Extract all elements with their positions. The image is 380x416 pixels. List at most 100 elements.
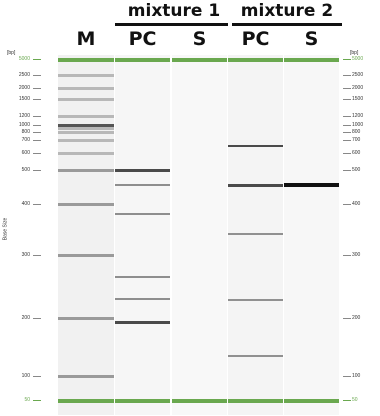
tick-mark-right [343, 153, 351, 154]
axis-unit-right: [bp] [350, 50, 359, 56]
tick-label-left: 400 [21, 200, 30, 207]
tick-label-right: 800 [352, 128, 361, 135]
tick-mark-left [33, 400, 41, 401]
band [228, 399, 283, 403]
tick-label-right: 300 [352, 251, 361, 258]
tick-mark-right [343, 140, 351, 141]
tick-label-right: 5000 [352, 55, 364, 62]
tick-mark-left [33, 255, 41, 256]
band [115, 58, 170, 62]
tick-mark-left [33, 116, 41, 117]
tick-mark-right [343, 255, 351, 256]
tick-label-right: 2500 [352, 71, 364, 78]
band [58, 253, 114, 257]
band [284, 183, 339, 187]
tick-mark-right [343, 125, 351, 126]
band [228, 299, 283, 301]
band [115, 320, 170, 324]
tick-label-left: 2000 [18, 84, 30, 91]
tick-label-left: 1500 [18, 95, 30, 102]
tick-label-left: 2500 [18, 71, 30, 78]
tick-mark-left [33, 140, 41, 141]
band [115, 276, 170, 278]
group-label-mixture-1: mixture 1 [127, 1, 221, 21]
tick-label-right: 2000 [352, 84, 364, 91]
group-underline-mixture-2 [232, 23, 342, 26]
band [115, 168, 170, 172]
lane-label-pc-mixture-1: PC [128, 28, 157, 50]
band [115, 184, 170, 186]
tick-label-left: 600 [21, 149, 30, 156]
gel-lane-pc-mixture-1 [115, 55, 170, 415]
tick-label-right: 500 [352, 166, 361, 173]
group-label-mixture-2: mixture 2 [240, 1, 334, 21]
tick-mark-left [33, 59, 41, 60]
band [58, 316, 114, 320]
band [58, 202, 114, 206]
tick-mark-left [33, 75, 41, 76]
tick-label-right: 200 [352, 314, 361, 321]
tick-label-right: 400 [352, 200, 361, 207]
band [58, 168, 114, 172]
tick-mark-left [33, 88, 41, 89]
tick-mark-left [33, 132, 41, 133]
axis-title: Base Size [2, 217, 9, 241]
band [58, 97, 114, 101]
tick-label-left: 800 [21, 128, 30, 135]
gel-lane-s-mixture-1 [172, 55, 227, 415]
axis-unit-left: [bp] [7, 50, 16, 56]
tick-mark-left [33, 318, 41, 319]
tick-label-left: 1000 [18, 121, 30, 128]
tick-label-left: 1200 [18, 112, 30, 119]
tick-mark-right [343, 88, 351, 89]
tick-label-right: 600 [352, 149, 361, 156]
tick-label-left: 500 [21, 166, 30, 173]
band [58, 123, 114, 127]
tick-mark-right [343, 132, 351, 133]
band [228, 183, 283, 187]
band [228, 233, 283, 235]
band [172, 57, 227, 62]
tick-label-right: 1000 [352, 121, 364, 128]
band [58, 398, 114, 403]
tick-mark-right [343, 318, 351, 319]
tick-mark-left [33, 376, 41, 377]
tick-label-left: 300 [21, 251, 30, 258]
gel-lane-s-mixture-2 [284, 55, 339, 415]
tick-mark-right [343, 116, 351, 117]
tick-label-left: 700 [21, 136, 30, 143]
band [58, 57, 114, 62]
lane-label-m: M [76, 28, 96, 50]
tick-label-right: 1500 [352, 95, 364, 102]
band [228, 145, 283, 148]
tick-mark-right [343, 400, 351, 401]
tick-label-right: 700 [352, 136, 361, 143]
tick-mark-right [343, 376, 351, 377]
tick-mark-right [343, 170, 351, 171]
tick-mark-left [33, 204, 41, 205]
gel-lane-pc-mixture-2 [228, 55, 283, 415]
band [58, 86, 114, 90]
tick-label-left: 50 [24, 396, 30, 403]
band [284, 398, 339, 403]
band [58, 126, 114, 130]
band [228, 58, 283, 62]
band [58, 138, 114, 142]
tick-mark-left [33, 153, 41, 154]
band [284, 57, 339, 62]
group-underline-mixture-1 [115, 23, 228, 26]
lane-label-pc-mixture-2: PC [241, 28, 270, 50]
lane-label-s-mixture-1: S [192, 28, 207, 50]
tick-label-right: 1200 [352, 112, 364, 119]
lane-label-s-mixture-2: S [304, 28, 319, 50]
tick-mark-right [343, 59, 351, 60]
tick-label-right: 50 [352, 396, 358, 403]
tick-mark-left [33, 99, 41, 100]
tick-mark-right [343, 204, 351, 205]
gel-lane-m [58, 55, 114, 415]
tick-mark-left [33, 125, 41, 126]
band [58, 374, 114, 378]
band [172, 398, 227, 403]
band [58, 114, 114, 118]
tick-mark-left [33, 170, 41, 171]
